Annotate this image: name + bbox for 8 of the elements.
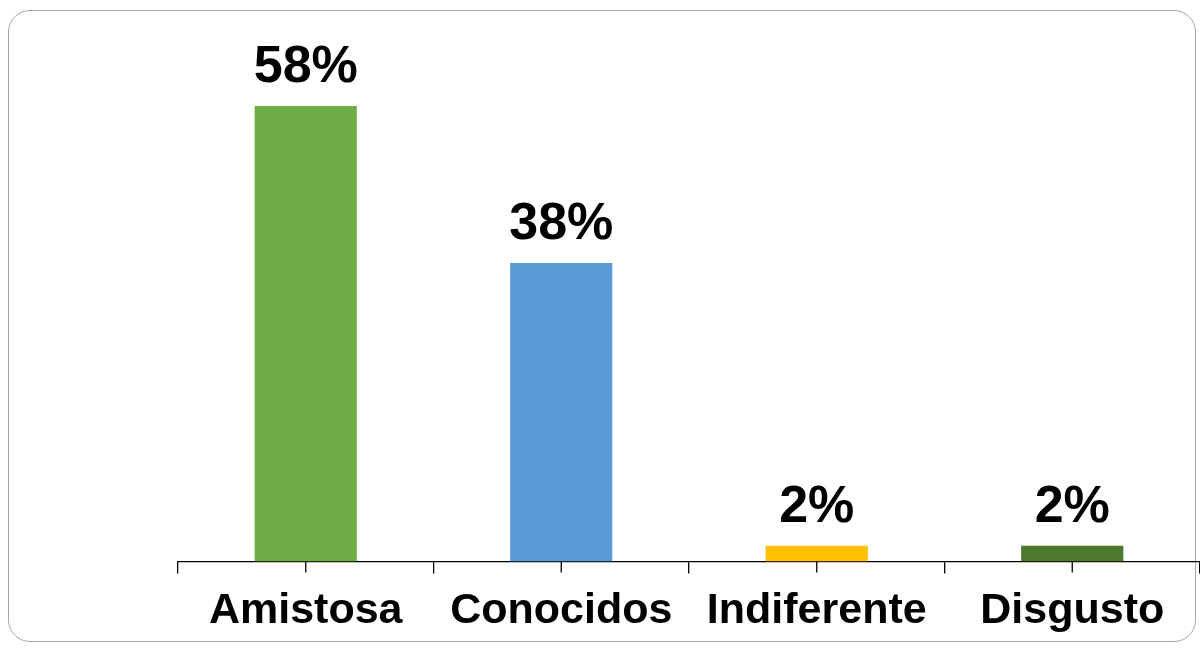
x-tick-label: Disgusto	[980, 584, 1165, 633]
data-label: 38%	[509, 192, 614, 251]
x-tick-label: Conocidos	[450, 584, 673, 633]
data-label: 2%	[1034, 475, 1110, 534]
data-label: 2%	[779, 475, 855, 534]
x-tick-label: Indiferente	[706, 584, 927, 633]
data-label: 58%	[253, 35, 358, 94]
x-tick-label: Amistosa	[208, 584, 404, 633]
